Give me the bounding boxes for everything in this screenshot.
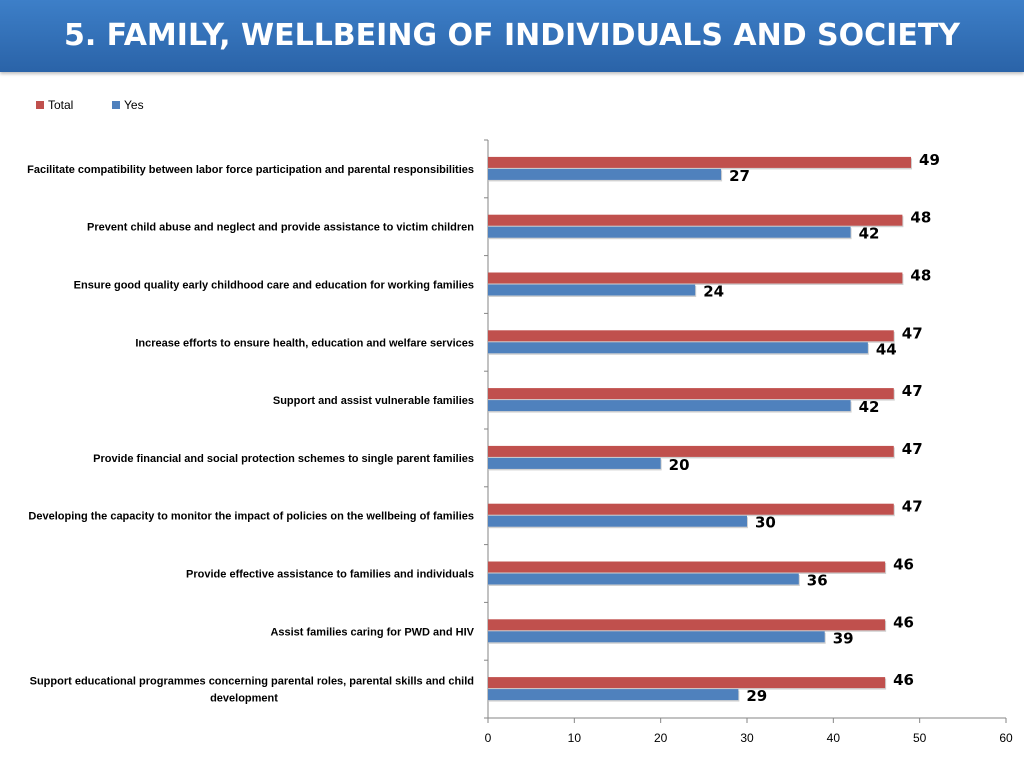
data-label-yes: 30 — [755, 514, 776, 532]
bar-yes — [488, 284, 696, 296]
data-label-total: 47 — [902, 498, 923, 516]
data-label-total: 48 — [910, 267, 931, 285]
data-label-total: 48 — [910, 209, 931, 227]
bar-total — [488, 445, 894, 457]
data-label-total: 49 — [919, 151, 940, 169]
legend-label-yes: Yes — [124, 98, 144, 112]
x-tick-label: 40 — [827, 731, 841, 745]
category-label: Provide effective assistance to families… — [186, 569, 474, 581]
legend-item-yes: Yes — [112, 98, 144, 112]
bar-total — [488, 330, 894, 342]
data-label-yes: 36 — [807, 572, 828, 590]
legend-item-total: Total — [36, 98, 73, 112]
data-label-yes: 29 — [746, 687, 767, 705]
bar-total — [488, 561, 886, 573]
x-tick-label: 30 — [740, 731, 754, 745]
data-label-total: 47 — [902, 382, 923, 400]
data-label-yes: 24 — [703, 283, 724, 301]
bar-total — [488, 677, 886, 689]
bar-yes — [488, 515, 747, 527]
bar-total — [488, 503, 894, 515]
data-label-yes: 27 — [729, 167, 750, 185]
bar-yes — [488, 573, 799, 585]
category-label: Support and assist vulnerable families — [273, 395, 474, 407]
x-tick-label: 10 — [568, 731, 582, 745]
bar-total — [488, 214, 903, 226]
x-tick-label: 60 — [999, 731, 1013, 745]
bar-total — [488, 388, 894, 400]
bar-yes — [488, 457, 661, 469]
category-label: Support educational programmes concernin… — [30, 676, 474, 688]
category-label: development — [210, 693, 278, 705]
x-tick-label: 0 — [485, 731, 492, 745]
bar-yes — [488, 689, 739, 701]
data-label-total: 47 — [902, 324, 923, 342]
bar-yes — [488, 342, 868, 354]
category-label: Increase efforts to ensure health, educa… — [135, 337, 474, 349]
bar-yes — [488, 226, 851, 238]
data-label-yes: 39 — [833, 629, 854, 647]
bar-yes — [488, 631, 825, 643]
legend-swatch-yes — [112, 101, 120, 109]
category-label: Ensure good quality early childhood care… — [74, 280, 474, 292]
category-label: Developing the capacity to monitor the i… — [28, 511, 474, 523]
bar-total — [488, 619, 886, 631]
x-tick-label: 50 — [913, 731, 927, 745]
data-label-yes: 44 — [876, 340, 897, 358]
bar-total — [488, 156, 912, 168]
category-label: Facilitate compatibility between labor f… — [27, 164, 474, 176]
category-label: Assist families caring for PWD and HIV — [270, 626, 474, 638]
bar-yes — [488, 400, 851, 412]
title-bar — [0, 0, 1024, 72]
data-label-total: 47 — [902, 440, 923, 458]
category-label: Provide financial and social protection … — [93, 453, 474, 465]
category-label: Prevent child abuse and neglect and prov… — [87, 222, 474, 234]
data-label-yes: 42 — [859, 398, 880, 416]
data-label-total: 46 — [893, 671, 914, 689]
bar-yes — [488, 168, 722, 180]
page-title: 5. FAMILY, WELLBEING OF INDIVIDUALS AND … — [63, 18, 961, 53]
data-label-total: 46 — [893, 556, 914, 574]
x-tick-label: 20 — [654, 731, 668, 745]
legend-label-total: Total — [48, 98, 74, 112]
data-label-total: 46 — [893, 613, 914, 631]
data-label-yes: 42 — [859, 225, 880, 243]
bar-total — [488, 272, 903, 284]
data-label-yes: 20 — [669, 456, 690, 474]
legend-swatch-total — [36, 101, 44, 109]
